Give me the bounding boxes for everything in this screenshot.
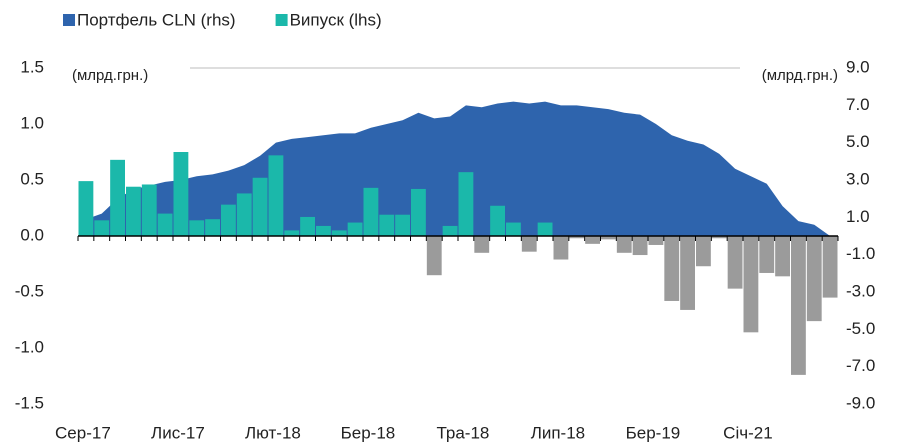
bar — [284, 230, 300, 236]
bar — [743, 236, 759, 333]
legend-label: Портфель CLN (rhs) — [77, 10, 236, 29]
bar — [442, 225, 458, 236]
legend-label: Випуск (lhs) — [290, 10, 382, 29]
y2-tick-label: -3.0 — [846, 281, 875, 300]
legend-swatch — [63, 14, 75, 26]
y-unit-label: (млрд.грн.) — [72, 67, 148, 84]
x-tick-label: Сер-17 — [55, 423, 111, 442]
bar — [411, 188, 426, 236]
area — [85, 101, 831, 236]
x-tick-label: Бер-18 — [341, 423, 396, 442]
bar — [189, 220, 205, 236]
bar — [537, 222, 553, 236]
bar — [78, 181, 94, 236]
x-tick-label: Лис-17 — [151, 423, 205, 442]
y2-tick-label: -5.0 — [846, 319, 875, 338]
bar — [379, 214, 395, 236]
x-tick-label: Тра-18 — [436, 423, 489, 442]
y2-tick-label: 9.0 — [846, 57, 870, 76]
y2-tick-label: -1.0 — [846, 244, 875, 263]
bar — [331, 230, 347, 236]
bar — [585, 236, 600, 244]
bar — [696, 236, 711, 267]
bar — [664, 236, 680, 301]
y2-unit-label: (млрд.грн.) — [762, 67, 838, 84]
bar — [426, 236, 442, 276]
bar — [553, 236, 569, 260]
bar — [569, 236, 585, 239]
bar — [711, 236, 727, 239]
bar — [490, 205, 505, 236]
bar — [300, 216, 315, 236]
bar — [616, 236, 632, 253]
bar — [316, 225, 331, 236]
bar — [727, 236, 743, 289]
y-tick-label: 1.5 — [20, 57, 44, 76]
bar — [474, 236, 490, 253]
bar — [791, 236, 806, 375]
bar — [221, 204, 236, 236]
bar — [141, 184, 157, 236]
x-tick-label: Лип-18 — [531, 423, 585, 442]
y2-tick-label: 5.0 — [846, 132, 870, 151]
bar — [236, 193, 252, 236]
y-tick-label: -1.5 — [15, 393, 44, 412]
x-tick-label: Бер-19 — [626, 423, 681, 442]
bar — [822, 236, 838, 298]
y2-tick-label: 7.0 — [846, 95, 870, 114]
bar — [110, 159, 125, 236]
y2-tick-label: 3.0 — [846, 169, 870, 188]
y2-tick-label: -7.0 — [846, 356, 875, 375]
y-tick-label: -1.0 — [15, 337, 44, 356]
y-tick-label: 1.0 — [20, 113, 44, 132]
bar — [680, 236, 695, 310]
bar — [363, 187, 379, 236]
bar — [347, 222, 363, 236]
x-tick-label: Лют-18 — [245, 423, 301, 442]
bar — [126, 186, 141, 236]
legend-swatch — [275, 14, 288, 26]
y2-tick-label: 1.0 — [846, 207, 870, 226]
bar — [806, 236, 822, 322]
bar — [157, 213, 173, 236]
y2-tick-label: -9.0 — [846, 393, 875, 412]
bar — [268, 155, 284, 236]
bar — [205, 219, 220, 236]
y-tick-label: 0.5 — [20, 169, 44, 188]
bar — [775, 236, 790, 277]
bar — [395, 214, 410, 236]
bar — [648, 236, 664, 245]
bar — [252, 177, 268, 236]
bar — [94, 220, 110, 236]
y-tick-label: -0.5 — [15, 281, 44, 300]
x-tick-label: Січ-21 — [723, 423, 772, 442]
bar — [458, 172, 474, 236]
y-tick-label: 0.0 — [20, 225, 44, 244]
bar — [632, 236, 648, 256]
bar — [521, 236, 537, 252]
bar — [173, 152, 189, 236]
bar — [506, 222, 521, 236]
bar — [759, 236, 775, 273]
bar — [601, 236, 616, 240]
